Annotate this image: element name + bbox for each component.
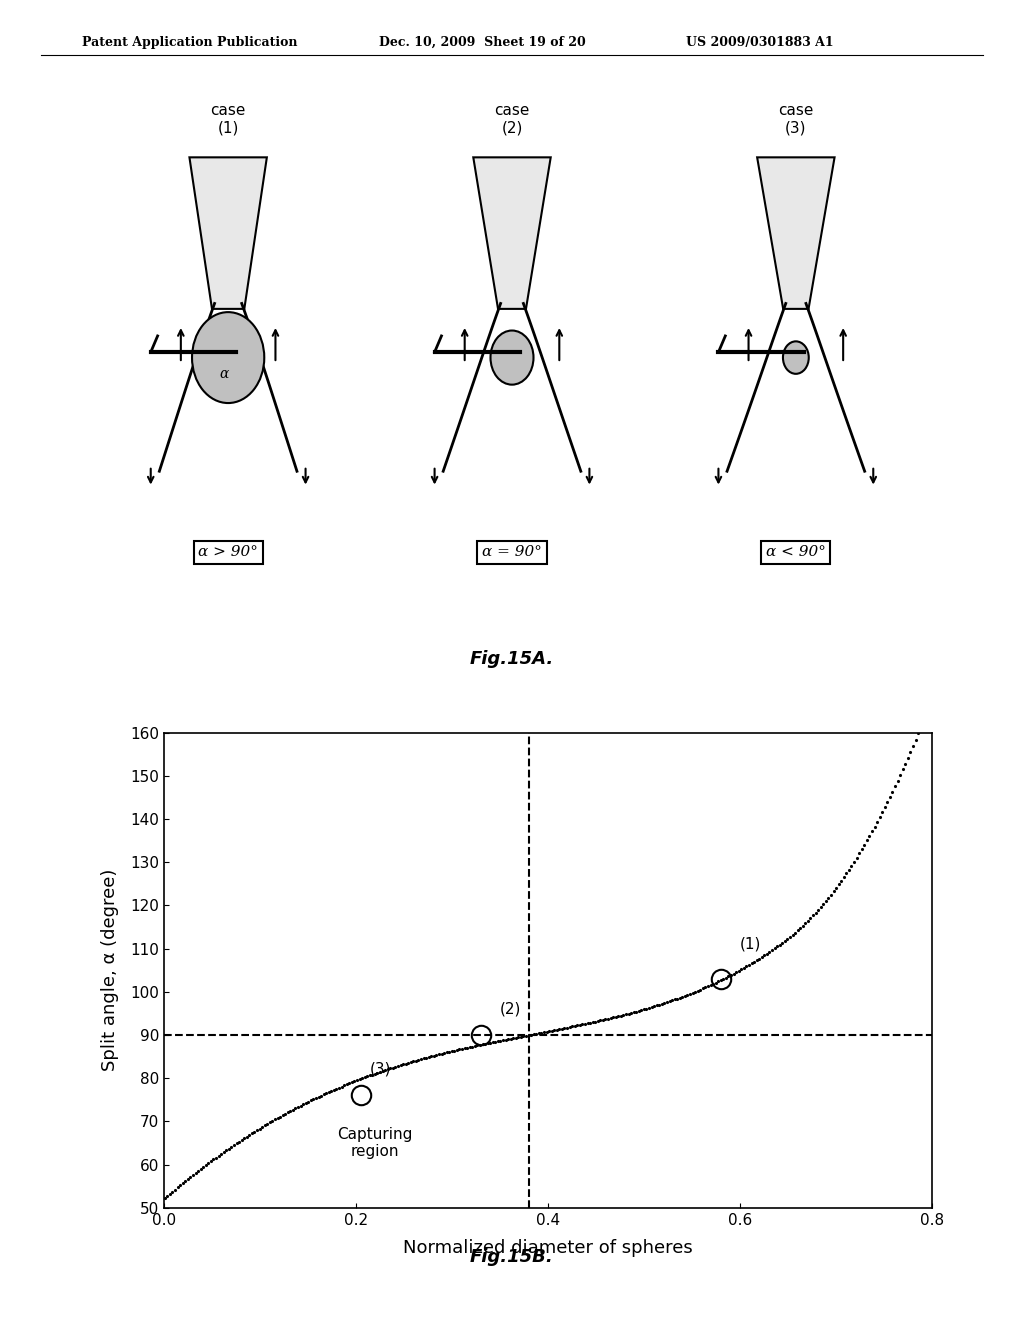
Text: US 2009/0301883 A1: US 2009/0301883 A1 xyxy=(686,36,834,49)
Text: (3): (3) xyxy=(371,1061,392,1077)
Circle shape xyxy=(490,330,534,384)
Text: case
(3): case (3) xyxy=(778,103,813,136)
Text: case
(1): case (1) xyxy=(211,103,246,136)
Text: Fig.15A.: Fig.15A. xyxy=(470,649,554,668)
Polygon shape xyxy=(473,157,551,309)
X-axis label: Normalized diameter of spheres: Normalized diameter of spheres xyxy=(403,1238,692,1257)
Text: case
(2): case (2) xyxy=(495,103,529,136)
Text: Fig.15B.: Fig.15B. xyxy=(470,1247,554,1266)
Text: Patent Application Publication: Patent Application Publication xyxy=(82,36,297,49)
Text: α = 90°: α = 90° xyxy=(482,545,542,560)
Y-axis label: Split angle, α (degree): Split angle, α (degree) xyxy=(101,869,119,1072)
Text: Capturing
region: Capturing region xyxy=(337,1127,413,1159)
Text: (2): (2) xyxy=(500,1002,521,1016)
Text: α < 90°: α < 90° xyxy=(766,545,825,560)
Circle shape xyxy=(193,312,264,403)
Circle shape xyxy=(783,342,809,374)
Text: Dec. 10, 2009  Sheet 19 of 20: Dec. 10, 2009 Sheet 19 of 20 xyxy=(379,36,586,49)
Polygon shape xyxy=(189,157,267,309)
Polygon shape xyxy=(757,157,835,309)
Text: (1): (1) xyxy=(739,937,761,952)
Text: α > 90°: α > 90° xyxy=(199,545,258,560)
Text: α: α xyxy=(219,367,228,381)
